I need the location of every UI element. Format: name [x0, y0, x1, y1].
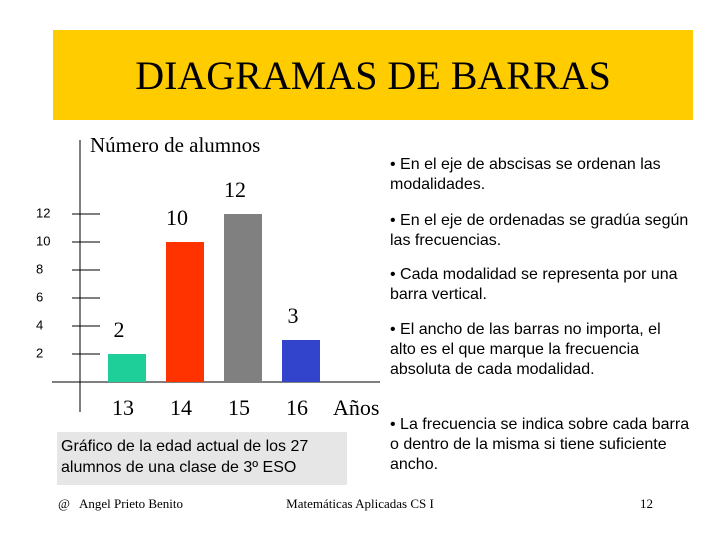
bullet: • Cada modalidad se representa por una b…	[390, 266, 678, 303]
x-tick-label: 16	[286, 395, 308, 420]
caption-box: Gráfico de la edad actual de los 27 alum…	[57, 432, 347, 485]
x-axis-label: Años	[333, 395, 379, 420]
x-tick-label: 14	[170, 395, 192, 420]
y-tick-label: 4	[36, 317, 43, 332]
bar	[282, 340, 320, 382]
y-axis-label: Número de alumnos	[90, 133, 260, 157]
value-label: 3	[288, 303, 299, 328]
bullet: • En el eje de abscisas se ordenan las m…	[390, 156, 661, 193]
y-tick-label: 8	[36, 261, 43, 276]
y-tick-label: 12	[36, 205, 50, 220]
y-tick-label: 2	[36, 345, 43, 360]
bullet: • En el eje de ordenadas se gradúa según…	[390, 212, 689, 249]
bullet: • El ancho de las barras no importa, el …	[390, 321, 661, 378]
value-label: 10	[166, 205, 188, 230]
bar	[108, 354, 146, 382]
bar	[166, 242, 204, 382]
footer-course: Matemáticas Aplicadas CS I	[286, 496, 434, 511]
caption: Gráfico de la edad actual de los 27 alum…	[61, 438, 309, 476]
value-label: 2	[114, 317, 125, 342]
slide-title: DIAGRAMAS DE BARRAS	[135, 52, 611, 98]
bar	[224, 214, 262, 382]
x-tick-label: 13	[112, 395, 134, 420]
bullet: • La frecuencia se indica sobre cada bar…	[390, 416, 690, 473]
x-tick-label: 15	[228, 395, 250, 420]
title-box: DIAGRAMAS DE BARRAS	[53, 30, 693, 120]
footer-author: @ Angel Prieto Benito	[58, 496, 183, 511]
footer-page: 12	[640, 496, 653, 511]
y-tick-label: 6	[36, 289, 43, 304]
y-tick-label: 10	[36, 233, 50, 248]
value-label: 12	[224, 177, 246, 202]
